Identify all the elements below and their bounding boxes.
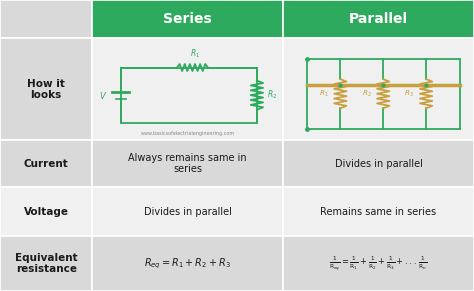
Text: Voltage: Voltage — [24, 207, 69, 217]
Bar — [0, 140, 92, 187]
Bar — [92, 236, 283, 291]
Bar — [92, 38, 283, 140]
Bar — [283, 38, 474, 140]
Text: Divides in parallel: Divides in parallel — [335, 159, 422, 168]
Text: $R_2$: $R_2$ — [362, 88, 371, 99]
Text: Parallel: Parallel — [349, 12, 408, 26]
Bar — [283, 236, 474, 291]
Text: $R_{eq} = R_1 + R_2 + R_3$: $R_{eq} = R_1 + R_2 + R_3$ — [144, 256, 231, 271]
Text: $R_1$: $R_1$ — [190, 48, 200, 60]
Bar — [0, 38, 92, 140]
Bar — [283, 140, 474, 187]
Bar — [92, 187, 283, 236]
Text: Series: Series — [164, 12, 212, 26]
Text: Current: Current — [24, 159, 69, 168]
Text: $R_2$: $R_2$ — [267, 89, 277, 101]
Text: $R_1$: $R_1$ — [319, 88, 328, 99]
Bar — [0, 236, 92, 291]
Text: $V$: $V$ — [100, 90, 108, 101]
Text: $\frac{1}{\mathrm{R}_{eq}} = \frac{1}{\mathrm{R}_1} + \frac{1}{\mathrm{R}_2} + \: $\frac{1}{\mathrm{R}_{eq}} = \frac{1}{\m… — [329, 254, 428, 273]
Text: $R_3$: $R_3$ — [404, 88, 414, 99]
Text: Divides in parallel: Divides in parallel — [144, 207, 232, 217]
Text: www.basicsofelectrialengineering.com: www.basicsofelectrialengineering.com — [141, 131, 235, 136]
Bar — [283, 187, 474, 236]
Bar — [92, 0, 283, 38]
Text: How it
looks: How it looks — [27, 79, 65, 100]
Text: Always remains same in
series: Always remains same in series — [128, 153, 247, 174]
Bar — [283, 0, 474, 38]
Bar — [0, 0, 92, 38]
Text: Remains same in series: Remains same in series — [320, 207, 437, 217]
Bar — [92, 140, 283, 187]
Text: Equivalent
resistance: Equivalent resistance — [15, 253, 78, 274]
Bar — [0, 187, 92, 236]
